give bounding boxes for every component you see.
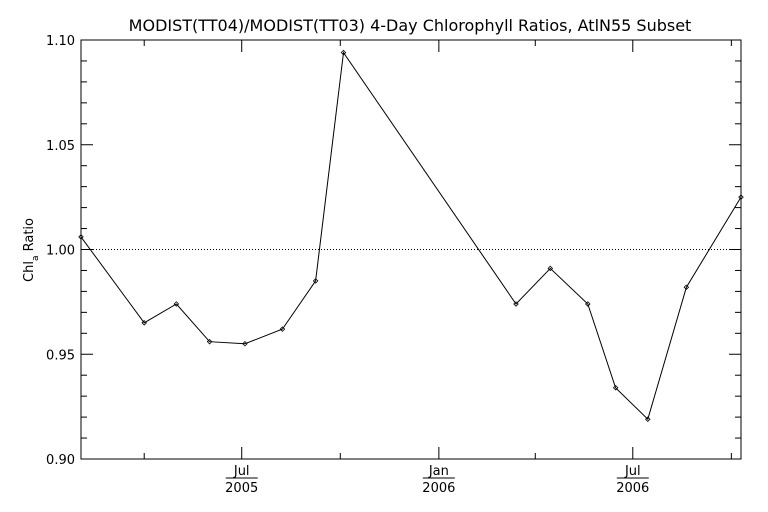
series-points	[78, 49, 744, 422]
x-tick-year-label: 2006	[422, 481, 455, 496]
x-tick-month-label: Jul	[624, 464, 641, 479]
y-axis-label-subscript: a	[31, 256, 41, 262]
data-point-marker	[645, 416, 651, 422]
chart-title: MODIST(TT04)/MODIST(TT03) 4-Day Chloroph…	[129, 16, 692, 35]
data-point-marker	[242, 341, 248, 347]
data-point-marker	[585, 301, 591, 307]
data-point-marker	[683, 284, 690, 290]
data-point-marker	[312, 278, 319, 284]
data-point-marker	[738, 194, 744, 200]
series-line	[80, 51, 742, 421]
y-axis-label: Chla Ratio	[22, 218, 41, 282]
data-point-marker	[340, 49, 347, 56]
x-tick-month-label: Jan	[428, 464, 449, 479]
x-axis: Jul 2005 Jan 2006 Jul 2006	[143, 40, 732, 496]
y-tick-label: 0.90	[46, 453, 75, 468]
data-point-marker	[547, 265, 554, 272]
y-tick-label: 1.05	[46, 139, 75, 154]
x-tick-month-label: Jul	[233, 464, 250, 479]
y-axis-label-suffix: Ratio	[22, 218, 37, 256]
y-axis-label-main: Chl	[22, 261, 37, 282]
data-point-marker	[206, 338, 213, 345]
x-tick-year-label: 2006	[616, 481, 649, 496]
data-point-marker	[513, 301, 519, 307]
y-tick-label: 1.00	[46, 244, 75, 259]
data-point-marker	[173, 301, 180, 307]
data-point-marker	[78, 234, 84, 240]
x-tick-year-label: 2005	[225, 481, 258, 496]
y-tick-label: 0.95	[46, 348, 75, 363]
y-axis: 0.90 0.95 1.00 1.05 1.10	[46, 34, 741, 468]
data-point-marker	[141, 320, 147, 326]
y-tick-label: 1.10	[46, 34, 75, 49]
data-point-marker	[612, 385, 619, 391]
data-point-marker	[279, 326, 286, 332]
